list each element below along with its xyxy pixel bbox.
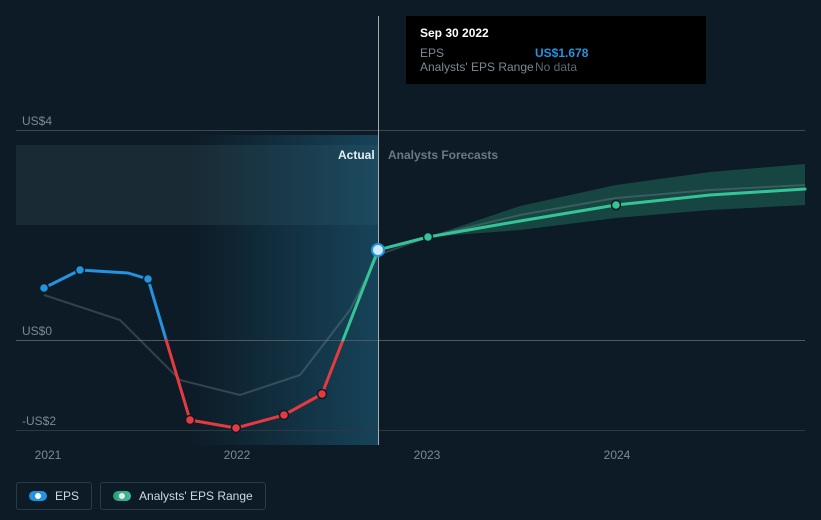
tooltip-row: EPSUS$1.678: [420, 46, 692, 60]
tooltip-row-value: US$1.678: [535, 46, 588, 60]
eps-data-point[interactable]: [76, 266, 85, 275]
eps-data-point[interactable]: [40, 284, 49, 293]
x-axis-label: 2021: [35, 448, 62, 462]
legend-item[interactable]: EPS: [16, 482, 92, 510]
legend-label: EPS: [55, 489, 79, 503]
tooltip-row-label: Analysts' EPS Range: [420, 60, 535, 74]
legend-swatch-icon: [29, 491, 47, 501]
eps-data-point[interactable]: [186, 416, 195, 425]
eps-data-point[interactable]: [372, 244, 384, 256]
x-axis-label: 2022: [224, 448, 251, 462]
legend-label: Analysts' EPS Range: [139, 489, 253, 503]
eps-line-segment: [343, 189, 805, 340]
tooltip-row-value: No data: [535, 60, 577, 74]
eps-data-point[interactable]: [612, 201, 621, 210]
x-axis-label: 2023: [414, 448, 441, 462]
legend: EPS Analysts' EPS Range: [16, 482, 266, 510]
eps-data-point[interactable]: [144, 275, 153, 284]
eps-data-point[interactable]: [280, 411, 289, 420]
secondary-line: [44, 185, 805, 395]
eps-forecast-chart: US$4US$0-US$2 Actual Analysts Forecasts …: [0, 0, 821, 520]
tooltip: Sep 30 2022 EPSUS$1.678Analysts' EPS Ran…: [406, 16, 706, 84]
x-axis-label: 2024: [604, 448, 631, 462]
legend-item[interactable]: Analysts' EPS Range: [100, 482, 266, 510]
tooltip-row-label: EPS: [420, 46, 535, 60]
legend-swatch-icon: [113, 491, 131, 501]
eps-data-point[interactable]: [318, 390, 327, 399]
tooltip-date: Sep 30 2022: [420, 26, 692, 40]
eps-data-point[interactable]: [424, 233, 433, 242]
tooltip-row: Analysts' EPS RangeNo data: [420, 60, 692, 74]
eps-data-point[interactable]: [232, 424, 241, 433]
